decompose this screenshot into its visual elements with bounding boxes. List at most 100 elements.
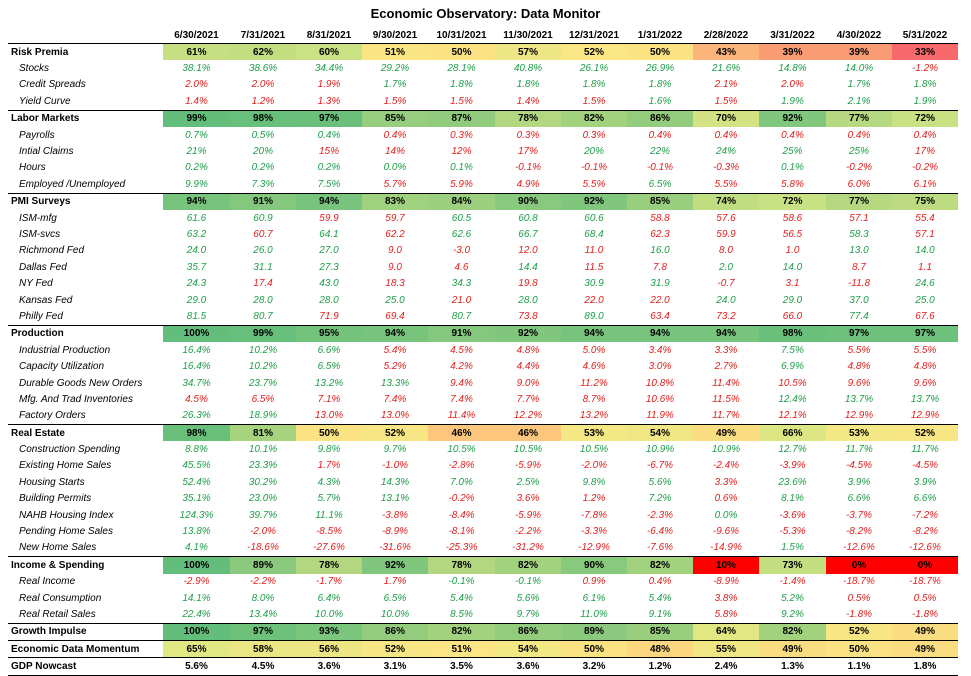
value-cell: 5.4%: [450, 592, 473, 604]
value-cell: 67.6: [915, 310, 935, 322]
column-header: 7/31/2021: [230, 28, 296, 44]
value-cell: 6.6%: [847, 493, 871, 505]
value-cell: 52%: [362, 423, 428, 442]
value-cell: 10.5%: [579, 444, 609, 456]
value-cell: -14.9%: [710, 542, 742, 554]
value-cell: 5.6%: [516, 592, 540, 604]
indicator-row: Industrial Production 16.4% 10.2% 6.6% 5.4% 4…: [8, 342, 958, 358]
value-cell: 0.1%: [781, 162, 804, 174]
value-cell: 11.0: [584, 245, 604, 257]
header-corner: [8, 28, 163, 44]
value-cell: 1.2%: [251, 95, 275, 107]
value-cell: 62.2: [385, 228, 405, 240]
value-cell: 5.4%: [648, 592, 672, 604]
indicator-row: Employed /Unemployed 9.9% 7.3% 7.5% 5.7% 5.9%…: [8, 176, 958, 193]
row-label: ISM-mfg: [19, 212, 57, 224]
value-cell: 4.5%: [230, 657, 296, 676]
value-cell: 28.0: [518, 294, 538, 306]
value-cell: 57.1: [849, 212, 869, 224]
value-cell: 54%: [495, 640, 561, 658]
value-cell: -12.9%: [578, 542, 610, 554]
indicator-row: Real Income -2.9% -2.2% -1.7% 1.7% -0.1% -0.1%…: [8, 574, 958, 590]
value-cell: 59.9: [716, 228, 736, 240]
value-cell: 31.9: [650, 278, 670, 290]
value-cell: 6.5%: [317, 361, 341, 373]
value-cell: -2.2%: [249, 576, 277, 588]
indicator-row: Intial Claims 21% 20% 15% 14% 12% 17% 20% 22% 24%…: [8, 143, 958, 159]
value-cell: -2.2%: [514, 526, 542, 538]
value-cell: 2.0%: [781, 79, 804, 91]
value-cell: 20%: [252, 146, 273, 158]
value-cell: 78%: [428, 556, 495, 574]
value-cell: 7.7%: [516, 393, 540, 405]
column-header: 2/28/2022: [693, 28, 759, 44]
value-cell: 35.7: [186, 261, 207, 273]
column-header: 11/30/2021: [495, 28, 561, 44]
value-cell: 46%: [495, 423, 561, 442]
value-cell: 69.4: [385, 310, 405, 322]
value-cell: 100%: [163, 622, 230, 641]
value-cell: -5.9%: [514, 460, 542, 472]
value-cell: 10.1%: [248, 444, 278, 456]
value-cell: 124.3%: [179, 509, 214, 521]
value-cell: 1.7%: [847, 79, 871, 91]
value-cell: 66%: [759, 423, 826, 442]
value-cell: 9.0%: [516, 377, 540, 389]
row-label: Yield Curve: [19, 95, 71, 107]
value-cell: 57.1: [915, 228, 935, 240]
value-cell: 1.8%: [516, 79, 540, 91]
header-row: 6/30/2021 7/31/2021 8/31/2021 9/30/2021 10/3…: [8, 28, 958, 44]
category-row: Labor Markets 99% 98% 97% 85% 87% 78% 82% 86% 70%…: [8, 109, 958, 127]
value-cell: 23.7%: [248, 377, 278, 389]
value-cell: 14.0: [915, 245, 935, 257]
value-cell: -7.2%: [911, 509, 939, 521]
value-cell: 9.8%: [582, 476, 606, 488]
row-label: Stocks: [19, 63, 50, 75]
value-cell: -5.9%: [514, 509, 542, 521]
value-cell: -18.7%: [843, 576, 875, 588]
value-cell: 13.7%: [910, 393, 940, 405]
indicator-row: Durable Goods New Orders 34.7% 23.7% 13.2% 1…: [8, 375, 958, 391]
column-header: 1/31/2022: [627, 28, 693, 44]
value-cell: 0.4%: [847, 129, 871, 141]
value-cell: 94%: [296, 192, 362, 210]
value-cell: 11.2%: [580, 377, 608, 389]
value-cell: 13.2%: [314, 377, 344, 389]
value-cell: 82%: [759, 622, 826, 641]
value-cell: 27.3: [319, 261, 339, 273]
value-cell: 49%: [693, 423, 759, 442]
value-cell: 78%: [296, 556, 362, 574]
value-cell: 85%: [627, 622, 693, 641]
value-cell: 82%: [495, 556, 561, 574]
value-cell: 81%: [230, 423, 296, 442]
value-cell: 0.5%: [913, 592, 937, 604]
value-cell: 8.5%: [450, 608, 473, 620]
value-cell: -11.8: [847, 278, 871, 290]
value-cell: 9.8%: [317, 444, 341, 456]
value-cell: 55.4: [915, 212, 935, 224]
value-cell: 92%: [561, 192, 627, 210]
value-cell: 2.4%: [693, 657, 759, 676]
value-cell: 10.9%: [711, 444, 741, 456]
value-cell: 14.4: [518, 261, 538, 273]
value-cell: 52%: [362, 640, 428, 658]
value-cell: 11.7%: [911, 444, 939, 456]
value-cell: 12%: [451, 146, 472, 158]
value-cell: 12.4%: [778, 393, 807, 405]
column-header: 9/30/2021: [362, 28, 428, 44]
value-cell: -0.1%: [514, 162, 542, 174]
value-cell: 28.0: [319, 294, 339, 306]
value-cell: 63.4: [650, 310, 670, 322]
value-cell: 91%: [428, 324, 495, 343]
value-cell: 85%: [627, 192, 693, 210]
value-cell: 1.8%: [450, 79, 473, 91]
value-cell: -27.6%: [313, 542, 345, 554]
value-cell: 0.4%: [714, 129, 738, 141]
value-cell: 16.4%: [182, 344, 211, 356]
value-cell: -6.4%: [646, 526, 674, 538]
value-cell: 23.0%: [248, 493, 278, 505]
value-cell: 5.0%: [582, 344, 606, 356]
value-cell: 86%: [362, 622, 428, 641]
row-label: NAHB Housing Index: [19, 509, 114, 521]
row-label: ISM-svcs: [19, 228, 61, 240]
